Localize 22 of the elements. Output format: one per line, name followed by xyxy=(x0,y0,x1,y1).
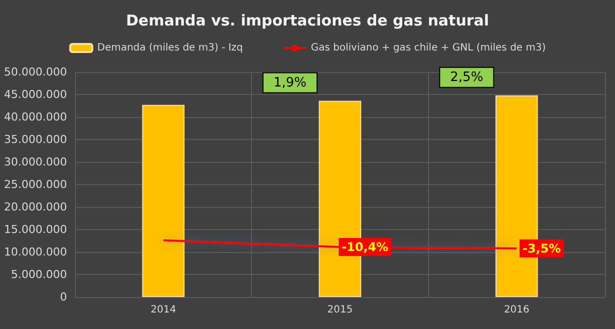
x-tick-label: 2016 xyxy=(504,304,530,316)
y-tick-label: 45.000.000 xyxy=(4,88,67,101)
x-tick-label: 2014 xyxy=(150,304,176,316)
legend-label: Gas boliviano + gas chile + GNL (miles de m3) xyxy=(310,42,546,54)
y-tick-label: 30.000.000 xyxy=(4,156,67,168)
annotation: 1,9% xyxy=(273,75,307,90)
y-tick-label: 5.000.000 xyxy=(11,268,67,281)
chart-title: Demanda vs. importaciones de gas natural xyxy=(126,12,490,30)
y-tick-label: 15.000.000 xyxy=(4,223,67,236)
annotation: -10,4% xyxy=(342,240,388,254)
annotation: -3,5% xyxy=(522,241,561,256)
y-tick-label: 0 xyxy=(60,290,67,304)
x-tick-label: 2015 xyxy=(327,304,353,316)
y-tick-label: 10.000.000 xyxy=(4,246,67,258)
bar xyxy=(142,104,185,297)
y-tick-label: 40.000.000 xyxy=(4,110,67,124)
y-tick-label: 35.000.000 xyxy=(4,133,67,146)
y-tick-label: 20.000.000 xyxy=(4,200,67,214)
y-tick-label: 50.000.000 xyxy=(4,66,67,78)
y-tick-label: 25.000.000 xyxy=(4,178,67,191)
legend-label: Demanda (miles de m3) - Izq xyxy=(97,42,243,54)
annotation: 2,5% xyxy=(450,70,484,85)
